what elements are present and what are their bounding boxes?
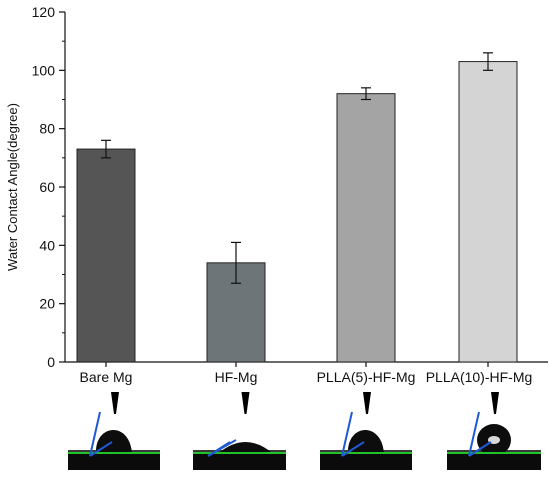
bar bbox=[458, 61, 518, 363]
tangent-line bbox=[341, 411, 353, 457]
droplet-photo-3 bbox=[320, 392, 412, 470]
y-tick-label: 60 bbox=[39, 179, 55, 195]
error-bars bbox=[101, 52, 493, 284]
droplet-photo-1 bbox=[68, 392, 160, 470]
tangent-line bbox=[89, 441, 113, 457]
y-ticks: 0 20 40 60 80 100 120 bbox=[32, 4, 65, 370]
category-label: Bare Mg bbox=[80, 369, 133, 385]
bars bbox=[76, 61, 518, 363]
y-tick-label: 0 bbox=[47, 354, 55, 370]
tangent-line bbox=[341, 441, 365, 457]
category-label: PLLA(5)-HF-Mg bbox=[317, 369, 416, 385]
needle-icon bbox=[491, 392, 499, 414]
needle-icon bbox=[241, 392, 250, 414]
category-label: PLLA(10)-HF-Mg bbox=[426, 369, 533, 385]
category-labels: Bare Mg HF-Mg PLLA(5)-HF-Mg PLLA(10)-HF-Mg bbox=[80, 362, 533, 385]
droplet-icon bbox=[347, 429, 384, 454]
y-axis-title: Water Contact Angle(degree) bbox=[5, 103, 20, 271]
droplet-images bbox=[68, 392, 541, 470]
droplet-icon bbox=[95, 429, 132, 454]
needle-icon bbox=[363, 392, 371, 414]
y-tick-label: 20 bbox=[39, 296, 55, 312]
tangent-line bbox=[468, 411, 480, 457]
droplet-photo-4 bbox=[447, 392, 541, 470]
droplet-icon bbox=[217, 442, 274, 454]
substrate bbox=[447, 452, 541, 470]
y-tick-label: 40 bbox=[39, 237, 55, 253]
substrate bbox=[320, 452, 412, 470]
substrate bbox=[68, 452, 160, 470]
needle-icon bbox=[111, 392, 119, 414]
bar bbox=[336, 93, 396, 363]
y-tick-label: 100 bbox=[32, 62, 56, 78]
tangent-line bbox=[207, 441, 231, 457]
tangent-line bbox=[468, 441, 492, 457]
bar bbox=[76, 148, 136, 363]
category-label: HF-Mg bbox=[215, 369, 258, 385]
tangent-line bbox=[89, 411, 101, 457]
y-tick-label: 120 bbox=[32, 4, 56, 20]
y-tick-label: 80 bbox=[39, 121, 55, 137]
substrate bbox=[193, 452, 286, 470]
droplet-photo-2 bbox=[193, 392, 286, 470]
